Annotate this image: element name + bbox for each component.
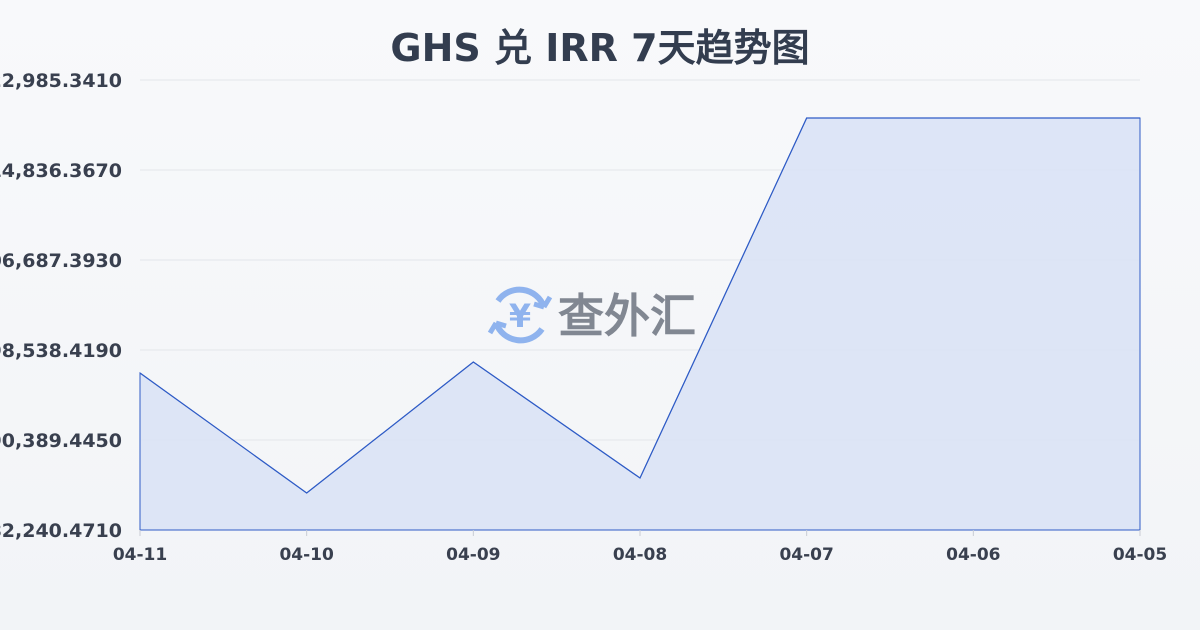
- x-tick-label: 04-11: [113, 545, 167, 565]
- x-tick-label: 04-05: [1113, 545, 1167, 565]
- y-tick-label: 122,985.3410: [0, 70, 122, 92]
- watermark-text: 查外汇: [558, 289, 696, 343]
- svg-text:¥: ¥: [509, 297, 531, 335]
- y-tick-label: 82,240.4710: [0, 520, 122, 542]
- x-tick-label: 04-07: [779, 545, 833, 565]
- x-tick-label: 04-06: [946, 545, 1000, 565]
- y-tick-label: 106,687.3930: [0, 250, 122, 272]
- x-tick-label: 04-10: [279, 545, 334, 565]
- y-tick-label: 98,538.4190: [0, 340, 122, 362]
- x-tick-label: 04-08: [613, 545, 667, 565]
- watermark: ¥ 查外汇: [487, 286, 696, 344]
- series-line: [139, 117, 1140, 494]
- y-tick-label: 90,389.4450: [0, 430, 122, 452]
- y-tick-label: 114,836.3670: [0, 160, 122, 182]
- yen-exchange-icon: ¥: [487, 286, 553, 344]
- x-tick-label: 04-09: [446, 545, 500, 565]
- chart-title: GHS 兑 IRR 7天趋势图: [390, 26, 809, 70]
